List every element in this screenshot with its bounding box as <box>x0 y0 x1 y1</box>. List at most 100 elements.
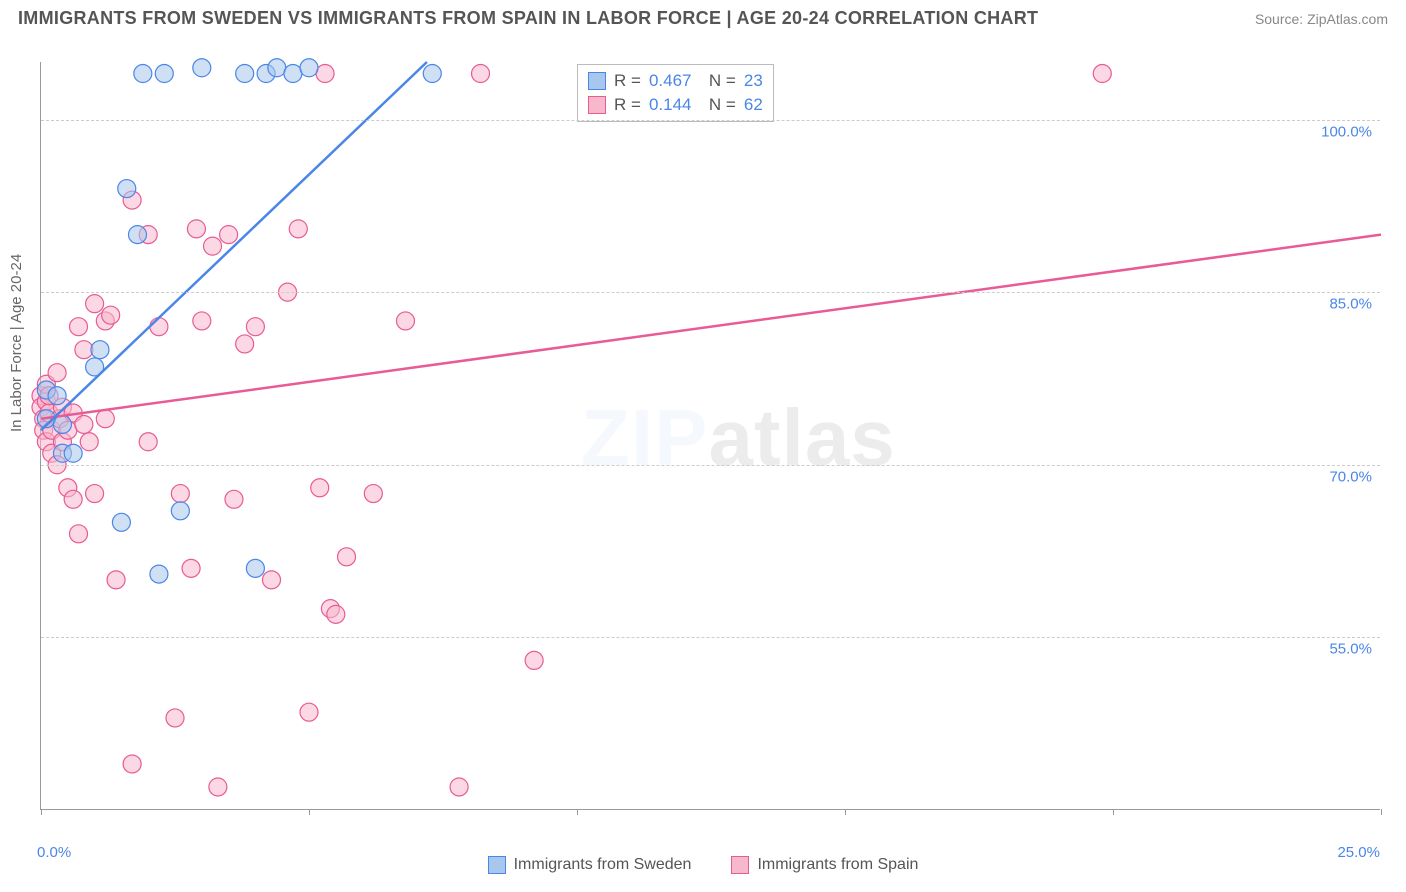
source-attribution: Source: ZipAtlas.com <box>1255 11 1388 27</box>
legend-r-value: 0.467 <box>649 71 692 91</box>
trend-line <box>41 235 1381 419</box>
data-point <box>75 341 93 359</box>
y-tick-label: 85.0% <box>1329 296 1372 313</box>
x-tick <box>41 809 42 815</box>
data-point <box>193 59 211 77</box>
data-point <box>236 65 254 83</box>
x-tick <box>845 809 846 815</box>
legend-row: R = 0.467 N = 23 <box>588 69 763 93</box>
data-point <box>225 490 243 508</box>
legend-swatch <box>588 96 606 114</box>
data-point <box>193 312 211 330</box>
data-point <box>220 226 238 244</box>
series-legend-item: Immigrants from Spain <box>731 856 918 874</box>
data-point <box>96 410 114 428</box>
y-tick-label: 100.0% <box>1321 123 1372 140</box>
scatter-svg <box>41 62 1380 809</box>
series-legend-label: Immigrants from Spain <box>757 856 918 874</box>
data-point <box>64 444 82 462</box>
data-point <box>118 180 136 198</box>
chart-title: IMMIGRANTS FROM SWEDEN VS IMMIGRANTS FRO… <box>18 8 1038 29</box>
data-point <box>1093 65 1111 83</box>
gridline <box>41 292 1380 293</box>
data-point <box>91 341 109 359</box>
x-tick <box>1113 809 1114 815</box>
y-axis-label: In Labor Force | Age 20-24 <box>8 254 25 432</box>
data-point <box>112 513 130 531</box>
series-legend-label: Immigrants from Sweden <box>514 856 692 874</box>
legend-swatch <box>588 72 606 90</box>
data-point <box>338 548 356 566</box>
data-point <box>139 433 157 451</box>
data-point <box>64 490 82 508</box>
legend-n-label: N = <box>699 71 735 91</box>
gridline <box>41 120 1380 121</box>
data-point <box>171 485 189 503</box>
data-point <box>187 220 205 238</box>
correlation-legend: R = 0.467 N = 23R = 0.144 N = 62 <box>577 64 774 122</box>
data-point <box>80 433 98 451</box>
legend-n-value: 62 <box>744 95 763 115</box>
data-point <box>123 755 141 773</box>
data-point <box>262 571 280 589</box>
data-point <box>450 778 468 796</box>
data-point <box>300 59 318 77</box>
data-point <box>86 485 104 503</box>
chart-container: In Labor Force | Age 20-24 ZIPatlas R = … <box>0 42 1406 892</box>
data-point <box>150 565 168 583</box>
series-legend-item: Immigrants from Sweden <box>488 856 692 874</box>
x-tick <box>1381 809 1382 815</box>
plot-area: ZIPatlas R = 0.467 N = 23R = 0.144 N = 6… <box>40 62 1380 810</box>
legend-r-value: 0.144 <box>649 95 692 115</box>
data-point <box>423 65 441 83</box>
data-point <box>300 703 318 721</box>
data-point <box>86 295 104 313</box>
x-tick <box>577 809 578 815</box>
data-point <box>48 387 66 405</box>
data-point <box>246 559 264 577</box>
y-tick-label: 70.0% <box>1329 468 1372 485</box>
chart-header: IMMIGRANTS FROM SWEDEN VS IMMIGRANTS FRO… <box>0 0 1406 41</box>
data-point <box>364 485 382 503</box>
data-point <box>236 335 254 353</box>
data-point <box>316 65 334 83</box>
data-point <box>204 237 222 255</box>
legend-r-label: R = <box>614 95 641 115</box>
data-point <box>171 502 189 520</box>
data-point <box>134 65 152 83</box>
data-point <box>155 65 173 83</box>
data-point <box>311 479 329 497</box>
gridline <box>41 637 1380 638</box>
trend-line <box>41 62 427 430</box>
data-point <box>150 318 168 336</box>
legend-row: R = 0.144 N = 62 <box>588 93 763 117</box>
data-point <box>268 59 286 77</box>
data-point <box>75 415 93 433</box>
data-point <box>182 559 200 577</box>
data-point <box>209 778 227 796</box>
data-point <box>525 651 543 669</box>
data-point <box>327 605 345 623</box>
data-point <box>107 571 125 589</box>
data-point <box>284 65 302 83</box>
data-point <box>53 415 71 433</box>
data-point <box>102 306 120 324</box>
data-point <box>396 312 414 330</box>
data-point <box>70 525 88 543</box>
data-point <box>70 318 88 336</box>
legend-n-value: 23 <box>744 71 763 91</box>
data-point <box>166 709 184 727</box>
x-tick <box>309 809 310 815</box>
legend-n-label: N = <box>699 95 735 115</box>
data-point <box>289 220 307 238</box>
data-point <box>48 364 66 382</box>
y-tick-label: 55.0% <box>1329 641 1372 658</box>
data-point <box>472 65 490 83</box>
legend-r-label: R = <box>614 71 641 91</box>
data-point <box>246 318 264 336</box>
series-legend: Immigrants from Sweden Immigrants from Sp… <box>0 856 1406 874</box>
gridline <box>41 465 1380 466</box>
legend-swatch <box>488 856 506 874</box>
legend-swatch <box>731 856 749 874</box>
data-point <box>128 226 146 244</box>
